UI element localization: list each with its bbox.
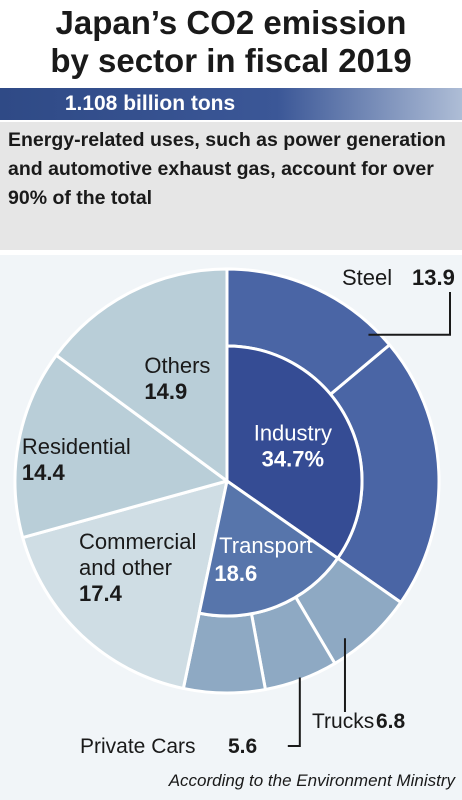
commercial-segment bbox=[21, 479, 229, 690]
description-box: Energy-related uses, such as power gener… bbox=[0, 122, 462, 250]
title-line-1: Japan’s CO2 emission bbox=[55, 4, 407, 41]
steel-leader-line bbox=[368, 292, 451, 336]
total-label: 1.108 billion tons bbox=[64, 92, 236, 115]
total-band: 1.108 billion tons bbox=[0, 88, 462, 120]
description-text: Energy-related uses, such as power gener… bbox=[8, 129, 446, 209]
commercial-value: 17.4 bbox=[79, 581, 123, 606]
transport-label: Transport bbox=[219, 533, 312, 558]
private-cars-value: 5.6 bbox=[228, 735, 257, 758]
steel-value: 13.9 bbox=[412, 265, 455, 290]
residential-value: 14.4 bbox=[22, 460, 66, 485]
residential-segment bbox=[13, 353, 229, 540]
transport-value: 18.6 bbox=[214, 561, 257, 586]
trucks-label: Trucks bbox=[312, 710, 374, 733]
commercial-label-line1: Commercial bbox=[79, 529, 196, 554]
source-note: According to the Environment Ministry bbox=[168, 771, 455, 790]
others-label: Others bbox=[144, 353, 210, 378]
industry-label: Industry bbox=[254, 421, 332, 446]
private-cars-label: Private Cars bbox=[80, 735, 196, 758]
residential-label: Residential bbox=[22, 434, 131, 459]
transport-core-segment bbox=[197, 479, 340, 618]
title-line-2: by sector in fiscal 2019 bbox=[50, 42, 412, 79]
others-segment bbox=[54, 267, 229, 483]
industry-core-segment bbox=[225, 344, 364, 560]
steel-label: Steel bbox=[342, 265, 392, 290]
trucks-value: 6.8 bbox=[376, 710, 406, 733]
chart-title: Japan’s CO2 emission by sector in fiscal… bbox=[0, 4, 462, 80]
industry-value: 34.7% bbox=[262, 447, 324, 472]
others-value: 14.9 bbox=[144, 379, 187, 404]
private-cars-leader-line bbox=[287, 677, 301, 747]
commercial-label-line2: and other bbox=[79, 555, 172, 580]
